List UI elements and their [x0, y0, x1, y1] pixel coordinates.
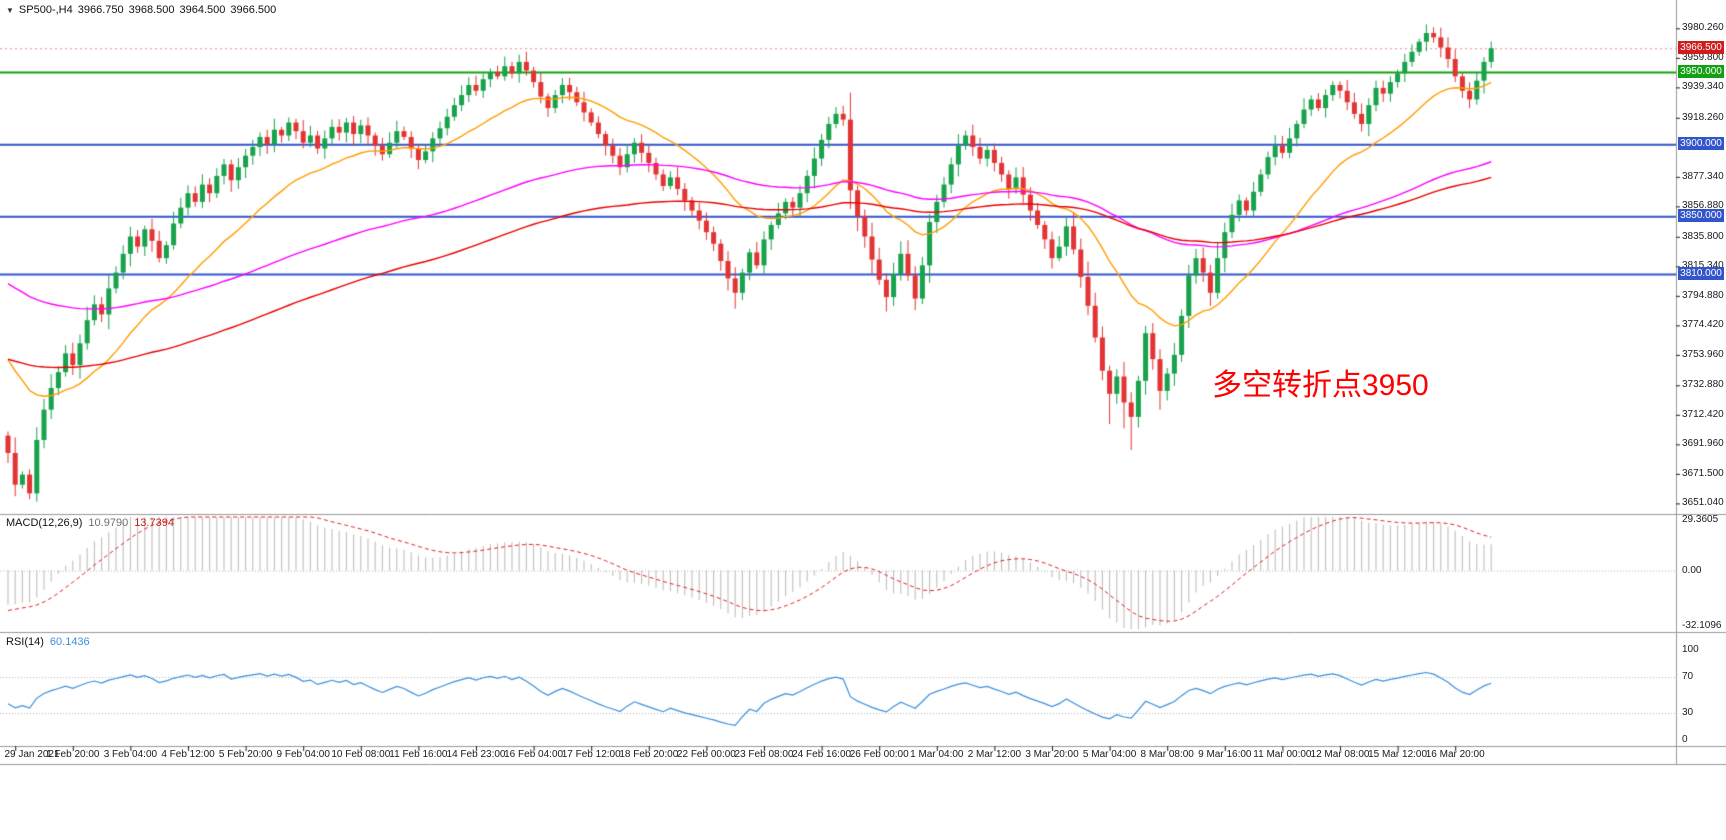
time-axis-label: 5 Mar 04:00	[1082, 749, 1137, 760]
price-axis-tick: 3712.420	[1682, 408, 1724, 420]
macd-label: MACD(12,26,9)	[6, 517, 83, 529]
price-axis-tick: 3835.800	[1682, 230, 1724, 242]
time-axis-label: 3 Feb 04:00	[103, 749, 158, 760]
time-axis-label: 16 Mar 20:00	[1425, 749, 1485, 760]
macd-scale-zero: 0.00	[1682, 565, 1702, 576]
price-axis-tick: 3753.960	[1682, 348, 1724, 360]
macd-scale-min: -32.1096	[1682, 620, 1722, 631]
time-axis-label: 17 Feb 12:00	[561, 749, 621, 760]
macd-main-value: 10.9790	[88, 517, 129, 529]
rsi-scale-0: 0	[1682, 734, 1688, 745]
time-axis-label: 22 Feb 00:00	[676, 749, 736, 760]
time-axis-label: 29 Jan 2021	[4, 749, 60, 760]
rsi-scale-70: 70	[1682, 671, 1694, 682]
time-axis-label: 16 Feb 04:00	[504, 749, 564, 760]
time-axis-label: 1 Feb 20:00	[46, 749, 100, 760]
symbol-ohlc-header: ▼ SP500-,H4 3966.750 3968.500 3964.500 3966.5…	[6, 4, 281, 16]
symbol-period-label: SP500-,H4	[18, 4, 73, 16]
price-axis-tick: 3856.880	[1682, 200, 1724, 212]
price-line-tag-3900[interactable]: 3900.000	[1678, 137, 1724, 151]
time-axis-label: 11 Mar 00:00	[1253, 749, 1312, 760]
price-axis-tick: 3794.880	[1682, 289, 1724, 301]
price-line-tag-3850[interactable]: 3850.000	[1678, 209, 1724, 223]
price-axis-tick: 3980.260	[1682, 22, 1724, 34]
price-axis-tick: 3691.960	[1682, 438, 1724, 450]
rsi-scale-30: 30	[1682, 707, 1694, 718]
price-axis-tick: 3651.040	[1682, 497, 1724, 509]
time-axis-label: 26 Feb 00:00	[849, 749, 909, 760]
macd-signal-value: 13.7394	[134, 517, 174, 529]
rsi-label: RSI(14)	[6, 636, 44, 648]
price-axis-tick: 3732.880	[1682, 379, 1724, 391]
close-value: 3966.500	[230, 4, 277, 16]
macd-scale-max: 29.3605	[1682, 514, 1719, 525]
time-axis-label: 9 Mar 16:00	[1198, 749, 1252, 760]
time-axis-label: 14 Feb 23:00	[446, 749, 506, 760]
time-axis-label: 24 Feb 16:00	[792, 749, 852, 760]
rsi-indicator-header: RSI(14) 60.1436	[6, 636, 96, 648]
time-axis-label: 1 Mar 04:00	[910, 749, 964, 760]
time-axis-label: 11 Feb 16:00	[389, 749, 448, 760]
price-axis-tick: 3774.420	[1682, 319, 1724, 331]
time-axis-label: 9 Feb 04:00	[276, 749, 330, 760]
price-axis-tick: 3959.800	[1682, 51, 1724, 63]
annotation-text-object[interactable]: 多空转折点3950	[1212, 369, 1429, 402]
price-axis-tick: 3671.500	[1682, 467, 1724, 479]
time-axis-label: 8 Mar 08:00	[1140, 749, 1194, 760]
high-value: 3968.500	[128, 4, 175, 16]
time-axis-label: 5 Feb 20:00	[218, 749, 273, 760]
price-line-tag-3810[interactable]: 3810.000	[1678, 267, 1724, 281]
price-axis-tick: 3918.260	[1682, 111, 1724, 123]
low-value: 3964.500	[179, 4, 226, 16]
price-axis-tick: 3815.340	[1682, 260, 1724, 272]
price-axis-tick: 3877.340	[1682, 170, 1724, 182]
macd-indicator-header: MACD(12,26,9) 10.9790 13.7394	[6, 517, 180, 529]
time-axis-label: 2 Mar 12:00	[967, 749, 1022, 760]
time-axis-label: 4 Feb 12:00	[161, 749, 215, 760]
current-price-tag: 3966.500	[1678, 41, 1724, 55]
time-axis-label: 10 Feb 08:00	[331, 749, 391, 760]
price-line-tag-3950[interactable]: 3950.000	[1678, 65, 1724, 78]
open-value: 3966.750	[77, 4, 124, 16]
time-axis-label: 23 Feb 08:00	[734, 749, 794, 760]
time-axis-label: 15 Mar 12:00	[1368, 749, 1428, 760]
rsi-scale-100: 100	[1682, 644, 1699, 655]
time-axis-label: 18 Feb 20:00	[619, 749, 679, 760]
rsi-value: 60.1436	[49, 636, 90, 648]
time-axis-label: 12 Mar 08:00	[1310, 749, 1370, 760]
time-axis-label: 3 Mar 20:00	[1025, 749, 1079, 760]
symbol-dropdown-icon[interactable]: ▼	[6, 6, 14, 15]
price-axis-tick: 3939.340	[1682, 81, 1724, 93]
